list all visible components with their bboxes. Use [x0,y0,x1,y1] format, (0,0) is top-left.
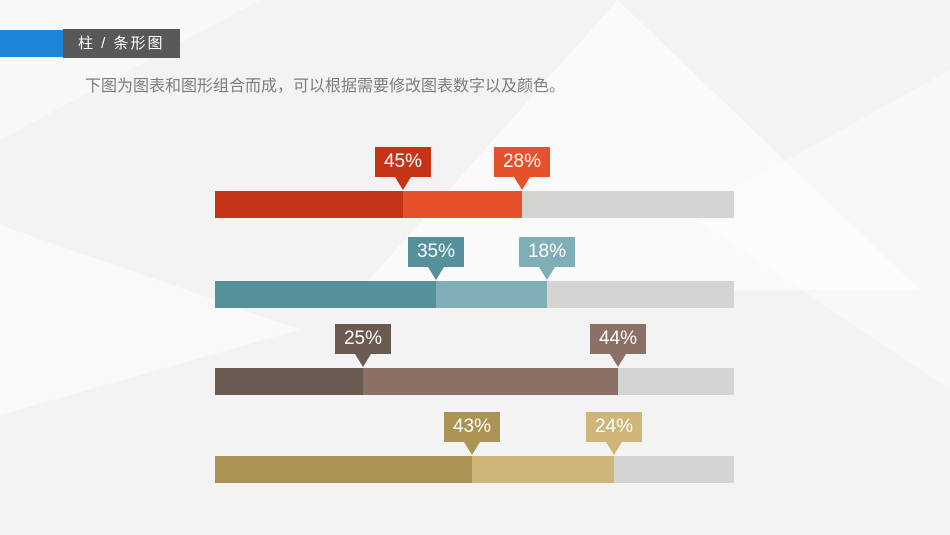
title-accent-bar [0,30,63,57]
callout-pointer-icon [355,354,371,367]
callout-pointer-icon [464,442,480,455]
callout-pointer-icon [539,267,555,280]
stacked-bar-chart: 45% 28% 35% 18% 25% 44% 43% 24% [215,0,734,535]
bar-row-4-segment-2 [472,456,614,483]
bar-row-1-callout-1: 45% [375,147,431,190]
bar-row-3-segment-2 [363,368,618,395]
bar-row-1-callout-2: 28% [494,147,550,190]
bar-row-3-segment-1 [215,368,363,395]
bar-row-3-callout-2: 44% [590,324,646,367]
callout-pointer-icon [610,354,626,367]
bar-row-2-callout-1: 35% [408,237,464,280]
bar-row-1-segment-2 [403,191,522,218]
bar-row-3-callout-1: 25% [335,324,391,367]
bar-row-2-segment-1 [215,281,436,308]
bar-row-2-segment-2 [436,281,547,308]
callout-pointer-icon [514,177,530,190]
callout-pointer-icon [428,267,444,280]
slide-subtitle: 下图为图表和图形组合而成，可以根据需要修改图表数字以及颜色。 [85,78,566,95]
slide-title: 柱 / 条形图 [78,35,165,52]
callout-pointer-icon [606,442,622,455]
bar-row-2-callout-2: 18% [519,237,575,280]
bar-row-4-segment-1 [215,456,472,483]
slide-title-badge: 柱 / 条形图 [63,29,180,58]
callout-pointer-icon [395,177,411,190]
bar-row-4-callout-1: 43% [444,412,500,455]
bar-row-1-segment-1 [215,191,403,218]
bar-row-4-callout-2: 24% [586,412,642,455]
